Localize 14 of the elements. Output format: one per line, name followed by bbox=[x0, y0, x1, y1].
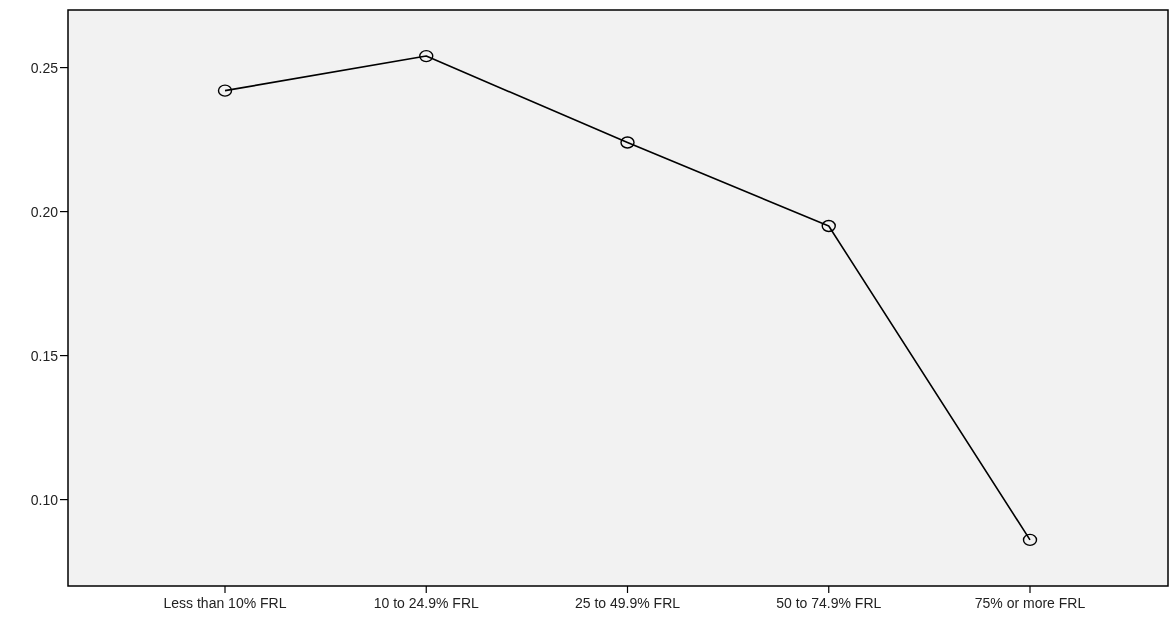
point bbox=[620, 136, 635, 149]
x-tick-label: 25 to 49.9% FRL bbox=[574, 595, 681, 611]
y-tick-label: 0.15 bbox=[30, 347, 59, 364]
y-tick-label: 0.25 bbox=[30, 59, 59, 76]
y-tick-label: 0.10 bbox=[30, 491, 59, 508]
x-tick-label: 50 to 74.9% FRL bbox=[776, 595, 882, 611]
x-tick-label: 75% or more FRL bbox=[974, 595, 1086, 611]
x-tick-label: 10 to 24.9% FRL bbox=[373, 595, 479, 611]
x-tick-label: Less than 10% FRL bbox=[163, 595, 287, 611]
y-tick-label: 0.20 bbox=[30, 203, 59, 220]
point bbox=[419, 49, 434, 63]
point bbox=[821, 219, 836, 233]
point bbox=[217, 84, 233, 97]
point bbox=[1022, 533, 1038, 547]
